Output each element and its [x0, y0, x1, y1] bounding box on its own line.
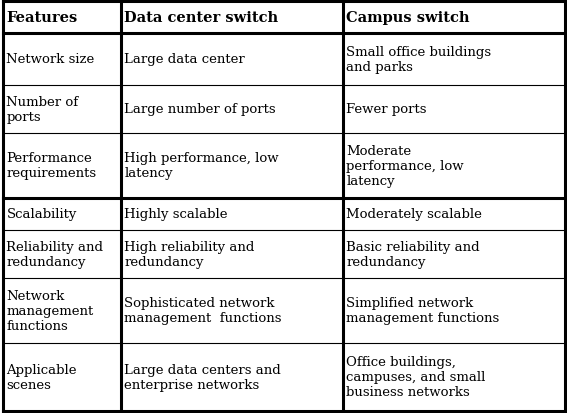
Text: High reliability and
redundancy: High reliability and redundancy: [125, 240, 255, 268]
Text: Fewer ports: Fewer ports: [346, 103, 427, 116]
Text: Reliability and
redundancy: Reliability and redundancy: [6, 240, 104, 268]
Text: Small office buildings
and parks: Small office buildings and parks: [346, 46, 492, 74]
Text: Number of
ports: Number of ports: [6, 96, 79, 124]
Text: Simplified network
management functions: Simplified network management functions: [346, 297, 500, 325]
Text: Features: Features: [6, 11, 78, 25]
Text: Performance
requirements: Performance requirements: [6, 152, 96, 180]
Text: Moderately scalable: Moderately scalable: [346, 208, 483, 221]
Text: Campus switch: Campus switch: [346, 11, 470, 25]
Text: Highly scalable: Highly scalable: [125, 208, 228, 221]
Text: Large data centers and
enterprise networks: Large data centers and enterprise networ…: [125, 363, 281, 391]
Text: Sophisticated network
management  functions: Sophisticated network management functio…: [125, 297, 282, 325]
Text: Data center switch: Data center switch: [125, 11, 278, 25]
Text: Scalability: Scalability: [6, 208, 77, 221]
Text: Basic reliability and
redundancy: Basic reliability and redundancy: [346, 240, 480, 268]
Text: High performance, low
latency: High performance, low latency: [125, 152, 279, 180]
Text: Network size: Network size: [6, 53, 95, 66]
Text: Large number of ports: Large number of ports: [125, 103, 276, 116]
Text: Moderate
performance, low
latency: Moderate performance, low latency: [346, 145, 464, 188]
Text: Network
management
functions: Network management functions: [6, 289, 94, 332]
Text: Large data center: Large data center: [125, 53, 246, 66]
Text: Applicable
scenes: Applicable scenes: [6, 363, 77, 391]
Text: Office buildings,
campuses, and small
business networks: Office buildings, campuses, and small bu…: [346, 356, 486, 399]
